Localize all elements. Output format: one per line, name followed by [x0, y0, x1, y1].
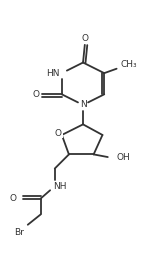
Text: OH: OH [117, 153, 130, 162]
Text: O: O [33, 90, 40, 99]
Text: Br: Br [14, 228, 24, 237]
Text: O: O [81, 34, 88, 43]
Text: CH₃: CH₃ [121, 60, 137, 69]
Text: N: N [80, 101, 86, 109]
Text: HN: HN [46, 69, 60, 78]
Text: O: O [10, 194, 17, 203]
Text: NH: NH [53, 182, 67, 191]
Text: O: O [55, 129, 62, 138]
